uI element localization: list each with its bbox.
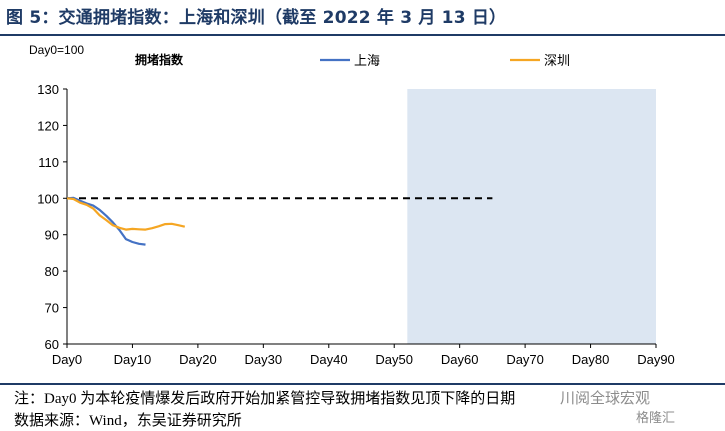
series-layer	[66, 196, 186, 246]
figure-note: 注：Day0 为本轮疫情爆发后政府开始加紧管控导致拥堵指数见顶下降的日期	[14, 391, 516, 407]
y-tick-label: 90	[45, 228, 59, 243]
figure-title: 图 5：交通拥堵指数：上海和深圳（截至 2022 年 3 月 13 日）	[6, 8, 507, 28]
x-tick-label: Day80	[572, 352, 610, 367]
x-axis: Day0 Day10 Day20 Day30 Day40 Day50 Day60 Day70 D…	[52, 343, 675, 367]
series-line-shanghai	[66, 196, 146, 246]
x-tick-label: Day30	[245, 352, 283, 367]
bottom-rule	[0, 383, 725, 385]
series-line-shenzhen	[66, 197, 186, 231]
chart-annotation: Day0=100	[29, 43, 84, 57]
watermark: 川阅全球宏观	[560, 389, 651, 407]
x-tick-label: Day20	[179, 352, 217, 367]
shaded-region	[407, 89, 656, 344]
x-tick-label: Day90	[637, 352, 675, 367]
legend-label: 深圳	[544, 53, 570, 68]
x-tick-label: Day10	[114, 352, 152, 367]
x-tick-label: Day60	[441, 352, 479, 367]
y-axis: 60 70 80 90 100 110 120 130	[37, 82, 68, 352]
chart-title: 拥堵指数	[135, 52, 184, 67]
x-tick-label: Day0	[52, 352, 82, 367]
x-tick-label: Day50	[375, 352, 413, 367]
figure-source: 数据来源：Wind，东吴证券研究所	[14, 413, 242, 429]
congestion-chart: 60 70 80 90 100 110 120 130 Day0 Day10 Day20 Day30…	[29, 43, 675, 367]
y-tick-label: 130	[37, 82, 59, 97]
y-tick-label: 100	[37, 191, 59, 206]
legend: 上海 深圳	[320, 53, 570, 68]
watermark-2: 格隆汇	[636, 411, 676, 426]
x-tick-label: Day70	[506, 352, 544, 367]
y-tick-label: 120	[37, 118, 59, 133]
top-rule	[0, 34, 725, 36]
y-tick-label: 110	[38, 155, 59, 170]
y-tick-label: 60	[45, 337, 59, 352]
x-tick-label: Day40	[310, 352, 348, 367]
legend-label: 上海	[354, 53, 380, 68]
y-tick-label: 80	[45, 264, 59, 279]
y-tick-label: 70	[45, 301, 59, 316]
